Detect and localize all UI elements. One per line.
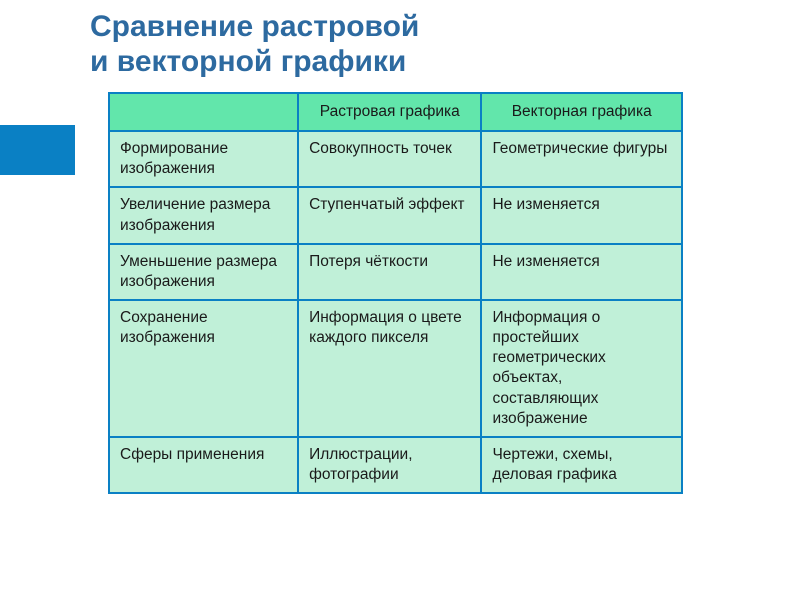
cell: Информация о цвете каждого пикселя (298, 300, 481, 437)
row-label: Формирование изображения (109, 131, 298, 187)
cell: Чертежи, схемы, деловая графика (481, 437, 682, 493)
table-row: Формирование изображения Совокупность то… (109, 131, 682, 187)
cell: Не изменяется (481, 187, 682, 243)
comparison-table: Растровая графика Векторная графика Форм… (108, 92, 683, 494)
title-line-2: и векторной графики (90, 45, 406, 78)
table: Растровая графика Векторная графика Форм… (108, 92, 683, 494)
row-label: Уменьшение размера изображения (109, 244, 298, 300)
page-title: Сравнение растровой и векторной графики (90, 10, 419, 79)
cell: Иллюстрации, фотографии (298, 437, 481, 493)
header-cell-empty (109, 93, 298, 131)
header-cell-raster: Растровая графика (298, 93, 481, 131)
row-label: Сферы применения (109, 437, 298, 493)
row-label: Сохранение изображения (109, 300, 298, 437)
table-row: Сохранение изображения Информация о цвет… (109, 300, 682, 437)
cell: Совокупность точек (298, 131, 481, 187)
cell: Потеря чёткости (298, 244, 481, 300)
sidebar-accent (0, 125, 75, 175)
table-row: Сферы применения Иллюстрации, фотографии… (109, 437, 682, 493)
header-cell-vector: Векторная графика (481, 93, 682, 131)
title-line-1: Сравнение растровой (90, 10, 419, 43)
table-row: Увеличение размера изображения Ступенчат… (109, 187, 682, 243)
cell: Геометрические фигуры (481, 131, 682, 187)
cell: Ступенчатый эффект (298, 187, 481, 243)
cell: Не изменяется (481, 244, 682, 300)
table-row: Уменьшение размера изображения Потеря чё… (109, 244, 682, 300)
table-header-row: Растровая графика Векторная графика (109, 93, 682, 131)
cell: Информация о простейших геометрических о… (481, 300, 682, 437)
row-label: Увеличение размера изображения (109, 187, 298, 243)
